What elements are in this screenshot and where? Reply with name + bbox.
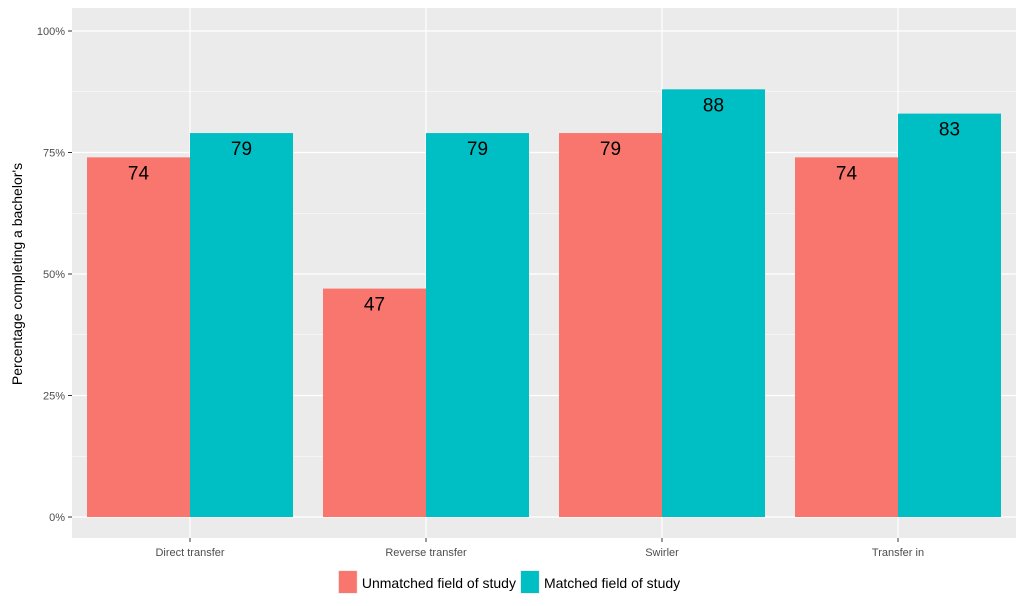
y-tick-label: 100% — [37, 26, 65, 38]
bar-value-label: 47 — [364, 295, 385, 316]
bar-value-label: 74 — [128, 163, 150, 184]
y-tick-label: 0% — [49, 512, 65, 524]
bar — [795, 157, 898, 518]
x-tick-label: Direct transfer — [155, 547, 224, 559]
bar — [87, 157, 190, 518]
bar — [323, 288, 426, 517]
bar-value-label: 79 — [231, 139, 252, 160]
legend-label: Matched field of study — [544, 575, 680, 591]
y-axis-title: Percentage completing a bachelor's — [9, 163, 25, 385]
y-tick-label: 25% — [43, 391, 65, 403]
legend: Unmatched field of study Matched field of… — [337, 570, 680, 594]
bar-labels: 74 79 47 79 79 88 74 83 — [128, 95, 960, 315]
y-axis: 0% 25% 50% 75% 100% — [37, 26, 72, 524]
bar-value-label: 79 — [600, 139, 621, 160]
bars — [87, 89, 1001, 518]
x-axis: Direct transfer Reverse transfer Swirler Tr… — [155, 538, 924, 559]
x-tick-label: Reverse transfer — [385, 547, 467, 559]
bar — [898, 113, 1001, 518]
bar-value-label: 88 — [703, 95, 724, 116]
legend-key — [520, 571, 539, 593]
bar-value-label: 83 — [939, 120, 960, 141]
bar — [559, 133, 662, 517]
bar — [190, 133, 293, 517]
legend-label: Unmatched field of study — [362, 575, 516, 591]
bar — [662, 89, 765, 517]
x-tick-label: Transfer in — [872, 547, 924, 559]
y-tick-label: 75% — [43, 148, 65, 160]
legend-key — [338, 571, 357, 593]
bar — [426, 133, 529, 517]
bar-value-label: 79 — [467, 139, 488, 160]
bar-value-label: 74 — [836, 163, 858, 184]
x-tick-label: Swirler — [645, 547, 679, 559]
y-tick-label: 50% — [43, 269, 65, 281]
